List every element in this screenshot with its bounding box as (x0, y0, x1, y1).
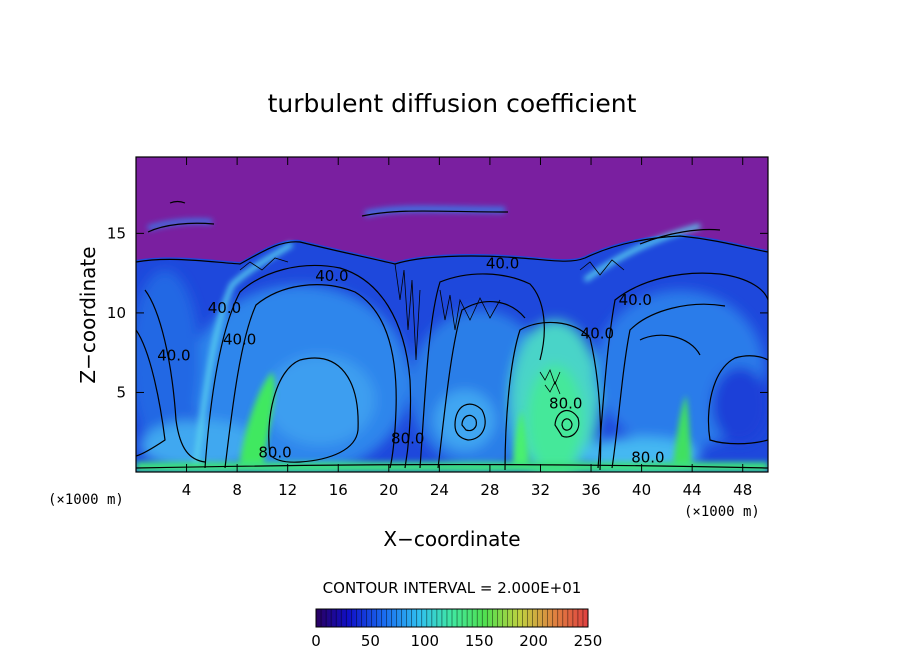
contour-label: 40.0 (581, 324, 614, 342)
contour-label: 80.0 (549, 394, 582, 412)
y-axis-label: Z−coordinate (76, 246, 100, 383)
right-shear-filament (583, 223, 701, 283)
left-edge-cell (136, 270, 200, 450)
x-tick-label: 4 (182, 481, 192, 499)
contour-label: 80.0 (258, 444, 291, 462)
contour-label: 40.0 (619, 291, 652, 309)
colorbar: 0 50 100 150 200 250 (311, 608, 602, 650)
y-tick-label: 5 (116, 383, 126, 401)
contour-label: 40.0 (486, 254, 519, 272)
contour-label: 40.0 (223, 331, 256, 349)
x-axis-label: X−coordinate (383, 527, 520, 551)
upper-filament (364, 206, 506, 217)
x-tick-label: 12 (278, 481, 297, 499)
contour-label: 40.0 (315, 267, 348, 285)
colorbar-tick-label: 200 (519, 632, 548, 650)
colorbar-tick-label: 100 (410, 632, 439, 650)
green-column-3 (672, 395, 692, 472)
green-column-1 (238, 372, 275, 472)
x-tick-label: 28 (480, 481, 499, 499)
plot-frame (135, 156, 769, 473)
x-tick-label: 20 (379, 481, 398, 499)
green-column-2 (512, 410, 530, 472)
colorbar-stripes (320, 609, 584, 627)
heatmap-field (136, 157, 768, 472)
left-shear-filament (193, 241, 294, 463)
x-tick-label: 40 (632, 481, 651, 499)
contour-interval: CONTOUR INTERVAL = 2.000E+01 (323, 579, 582, 597)
colorbar-tick-label: 150 (465, 632, 494, 650)
x-axis: 4 8 12 16 20 24 28 32 36 40 44 48 (182, 157, 752, 499)
colorbar-ticks: 0 50 100 150 200 250 (311, 632, 602, 650)
colorbar-frame (315, 608, 589, 628)
upper-filament-2 (147, 218, 213, 231)
x-tick-label: 36 (581, 481, 600, 499)
x-tick-label: 8 (232, 481, 242, 499)
x-tick-label: 32 (531, 481, 550, 499)
left-cell-core (265, 355, 375, 445)
surface-band (136, 462, 768, 472)
center-updraft-core (527, 365, 583, 472)
right-cell-core (712, 367, 768, 443)
x-unit-label-right: (×1000 m) (684, 504, 760, 520)
y-axis: 5 10 15 (107, 224, 768, 401)
x-tick-label: 48 (733, 481, 752, 499)
contour-label: 80.0 (391, 429, 424, 447)
chart-title: turbulent diffusion coefficient (268, 89, 637, 118)
contour-labels: 40.0 40.0 40.0 40.0 40.0 40.0 40.0 80.0 80.0 80.0… (157, 254, 664, 466)
colorbar-tick-label: 0 (311, 632, 321, 650)
cloud-top-noise (239, 257, 625, 395)
colorbar-tick-label: 250 (574, 632, 603, 650)
x-tick-label: 24 (430, 481, 449, 499)
contour-lines (136, 200, 768, 471)
x-tick-label: 16 (329, 481, 348, 499)
contour-label: 80.0 (631, 448, 664, 466)
contour-label: 40.0 (208, 299, 241, 317)
colorbar-tick-label: 50 (361, 632, 380, 650)
x-tick-label: 44 (683, 481, 702, 499)
y-tick-label: 15 (107, 224, 126, 242)
x-unit-label-left: (×1000 m) (48, 492, 124, 508)
contour-label: 40.0 (157, 347, 190, 365)
y-tick-label: 10 (107, 304, 126, 322)
